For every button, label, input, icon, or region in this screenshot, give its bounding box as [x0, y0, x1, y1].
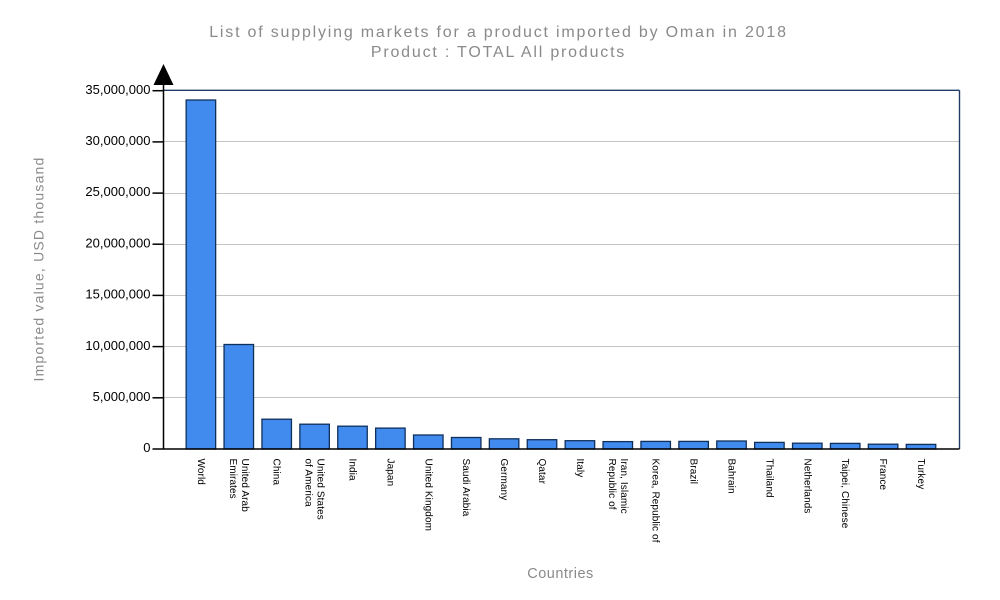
- svg-text:Emirates: Emirates: [227, 459, 238, 499]
- svg-text:Bahrain: Bahrain: [726, 459, 737, 494]
- svg-text:Republic of: Republic of: [606, 459, 617, 510]
- svg-text:Product : TOTAL All products: Product : TOTAL All products: [371, 44, 626, 61]
- svg-text:Japan: Japan: [384, 459, 395, 487]
- svg-text:Turkey: Turkey: [915, 459, 926, 490]
- svg-text:China: China: [271, 459, 282, 486]
- svg-text:United States: United States: [315, 459, 326, 520]
- svg-text:List of supplying markets for: List of supplying markets for a product …: [209, 24, 788, 41]
- svg-text:United Kingdom: United Kingdom: [422, 459, 433, 532]
- svg-text:World: World: [195, 459, 206, 485]
- svg-text:Brazil: Brazil: [688, 459, 699, 485]
- svg-text:Iran, Islamic: Iran, Islamic: [618, 459, 629, 514]
- svg-text:of America: of America: [303, 459, 314, 508]
- svg-text:India: India: [347, 459, 358, 482]
- svg-text:France: France: [877, 459, 888, 491]
- svg-text:15,000,000: 15,000,000: [85, 287, 150, 302]
- svg-text:Taipei, Chinese: Taipei, Chinese: [839, 459, 850, 529]
- svg-text:35,000,000: 35,000,000: [85, 82, 150, 97]
- svg-text:Germany: Germany: [498, 459, 509, 501]
- svg-text:Thailand: Thailand: [763, 459, 774, 498]
- svg-text:Imported value, USD thousand: Imported value, USD thousand: [31, 156, 47, 381]
- svg-text:25,000,000: 25,000,000: [85, 184, 150, 199]
- svg-text:Qatar: Qatar: [536, 459, 547, 485]
- svg-text:5,000,000: 5,000,000: [93, 389, 151, 404]
- svg-text:Netherlands: Netherlands: [801, 459, 812, 514]
- svg-text:0: 0: [143, 440, 150, 455]
- svg-text:10,000,000: 10,000,000: [85, 338, 150, 353]
- svg-text:Countries: Countries: [527, 566, 594, 582]
- svg-text:20,000,000: 20,000,000: [85, 235, 150, 250]
- svg-text:30,000,000: 30,000,000: [85, 133, 150, 148]
- svg-text:Italy: Italy: [574, 459, 585, 478]
- svg-text:United Arab: United Arab: [239, 459, 250, 513]
- svg-text:Saudi Arabia: Saudi Arabia: [460, 459, 471, 517]
- svg-text:Korea, Republic of: Korea, Republic of: [650, 459, 661, 543]
